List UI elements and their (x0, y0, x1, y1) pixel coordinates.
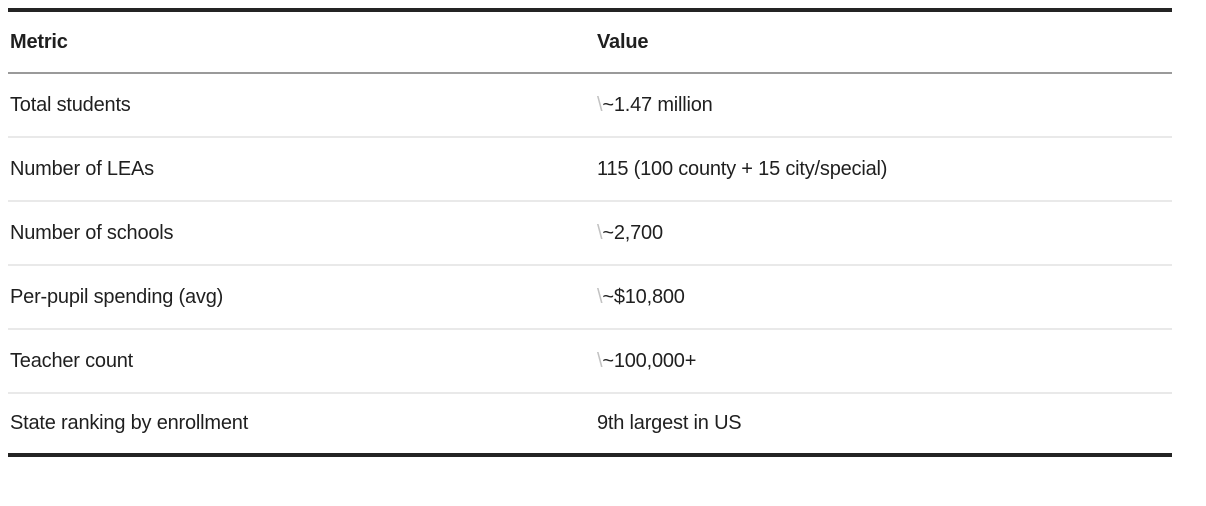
value-text: 9th largest in US (597, 412, 742, 434)
column-header-value: Value (595, 10, 1172, 74)
value-text: ~$10,800 (602, 285, 685, 308)
table-row: Total students \~1.47 million (8, 73, 1172, 138)
value-text: ~1.47 million (602, 93, 713, 116)
table-header: Metric Value (8, 10, 1172, 74)
metric-cell: Per-pupil spending (avg) (8, 265, 595, 330)
escape-char: \ (597, 221, 603, 244)
escape-char: \ (597, 349, 603, 372)
table-row: Teacher count \~100,000+ (8, 329, 1172, 394)
value-cell: 9th largest in US (595, 393, 1172, 457)
metric-cell: Total students (8, 73, 595, 138)
value-text: ~2,700 (602, 221, 663, 244)
value-cell: 115 (100 county + 15 city/special) (595, 137, 1172, 202)
metric-cell: Number of schools (8, 201, 595, 266)
value-cell: \~$10,800 (595, 265, 1172, 330)
metric-cell: State ranking by enrollment (8, 393, 595, 457)
column-header-metric: Metric (8, 10, 595, 74)
escape-char: \ (597, 93, 603, 116)
escape-char: \ (597, 285, 603, 308)
header-row: Metric Value (8, 10, 1172, 74)
metric-cell: Teacher count (8, 329, 595, 394)
document-page: Metric Value Total students \~1.47 milli… (8, 8, 1172, 457)
value-cell: \~100,000+ (595, 329, 1172, 394)
table-body: Total students \~1.47 million Number of … (8, 73, 1172, 457)
table-row: State ranking by enrollment 9th largest … (8, 393, 1172, 457)
table-row: Per-pupil spending (avg) \~$10,800 (8, 265, 1172, 330)
value-cell: \~2,700 (595, 201, 1172, 266)
metrics-table: Metric Value Total students \~1.47 milli… (8, 8, 1172, 457)
metric-cell: Number of LEAs (8, 137, 595, 202)
value-cell: \~1.47 million (595, 73, 1172, 138)
table-row: Number of LEAs 115 (100 county + 15 city… (8, 137, 1172, 202)
value-text: ~100,000+ (602, 349, 697, 372)
value-text: 115 (100 county + 15 city/special) (597, 157, 888, 180)
table-row: Number of schools \~2,700 (8, 201, 1172, 266)
